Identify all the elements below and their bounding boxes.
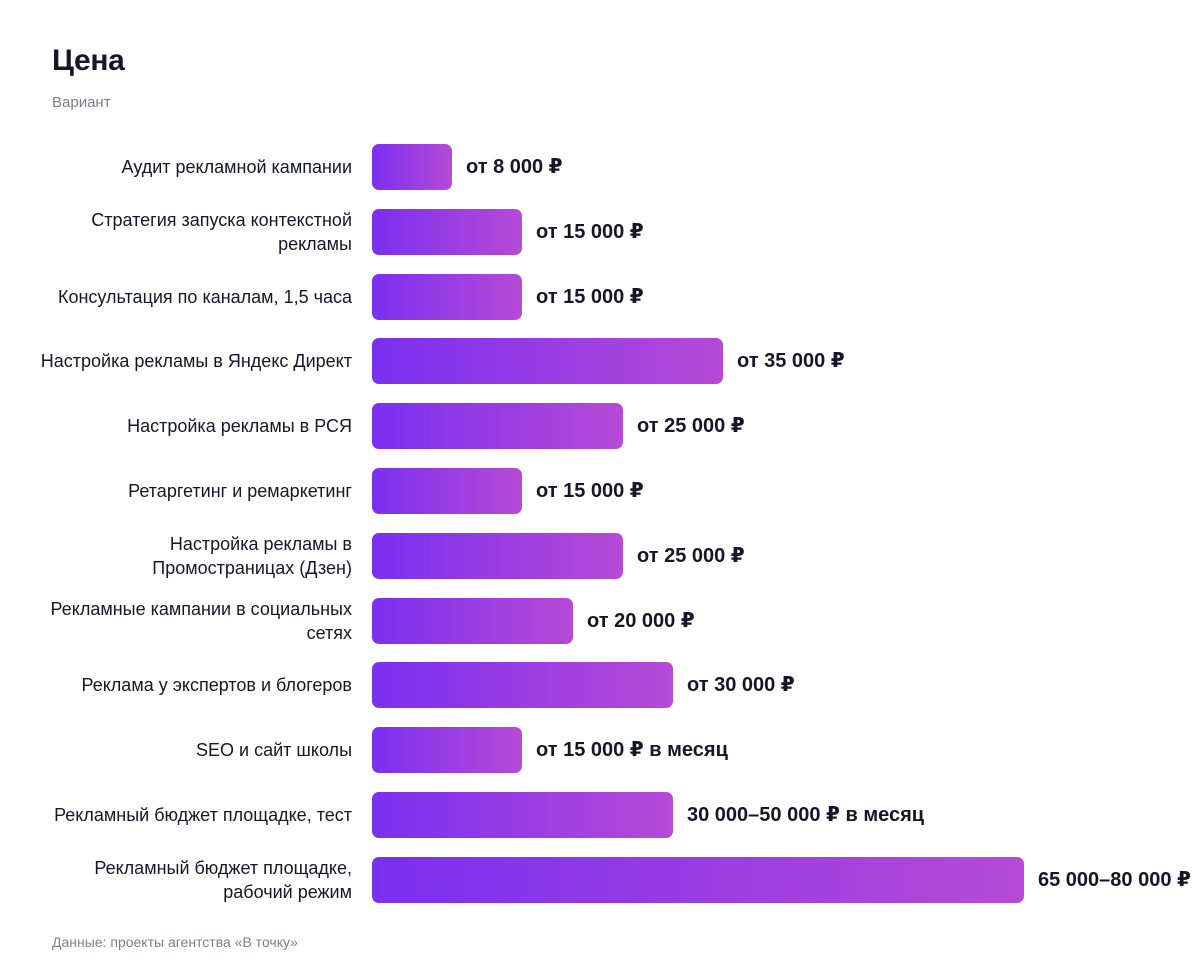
category-label: Настройка рекламы в Промостраницах (Дзен… <box>152 534 352 578</box>
value-label: от 15 000 ₽ <box>536 480 644 502</box>
value-label: от 30 000 ₽ <box>687 674 795 696</box>
category-label: Консультация по каналам, 1,5 часа <box>58 287 352 307</box>
chart-source: Данные: проекты агентства «В точку» <box>52 934 298 950</box>
chart-subtitle: Вариант <box>52 94 111 111</box>
bar <box>372 274 522 320</box>
bar <box>372 662 673 708</box>
bar <box>372 403 623 449</box>
category-label: Рекламный бюджет площадке, рабочий режим <box>94 858 352 902</box>
bar <box>372 727 522 773</box>
value-label: от 35 000 ₽ <box>737 350 845 372</box>
value-label: 30 000–50 000 ₽ в месяц <box>687 804 925 826</box>
bar <box>372 857 1024 903</box>
bar <box>372 144 452 190</box>
value-label: 65 000–80 000 ₽ <box>1038 869 1191 891</box>
bar <box>372 338 723 384</box>
value-label: от 8 000 ₽ <box>466 156 563 178</box>
bar <box>372 792 673 838</box>
value-label: от 20 000 ₽ <box>587 610 695 632</box>
bar <box>372 533 623 579</box>
category-label: Ретаргетинг и ремаркетинг <box>128 481 352 501</box>
category-label: Аудит рекламной кампании <box>121 157 352 177</box>
bar <box>372 209 522 255</box>
value-label: от 15 000 ₽ <box>536 221 644 243</box>
bar <box>372 598 573 644</box>
value-label: от 15 000 ₽ <box>536 286 644 308</box>
bar <box>372 468 522 514</box>
category-label: Рекламные кампании в социальных сетях <box>50 599 352 643</box>
value-label: от 25 000 ₽ <box>637 415 745 437</box>
category-label: Настройка рекламы в Яндекс Директ <box>40 351 352 371</box>
value-label: от 25 000 ₽ <box>637 545 745 567</box>
chart-title: Цена <box>52 44 125 77</box>
category-label: SEO и сайт школы <box>196 740 352 760</box>
value-label: от 15 000 ₽ в месяц <box>536 739 728 761</box>
category-label: Настройка рекламы в РСЯ <box>127 416 352 436</box>
category-label: Реклама у экспертов и блогеров <box>81 675 353 695</box>
category-label: Рекламный бюджет площадке, тест <box>54 805 352 825</box>
category-label: Стратегия запуска контекстной рекламы <box>91 210 352 254</box>
